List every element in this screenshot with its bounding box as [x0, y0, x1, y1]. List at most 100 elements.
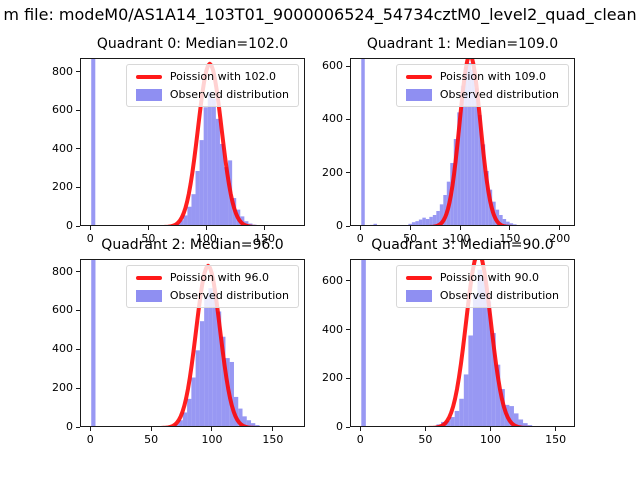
quadrant-2-yticklabel-400: 400 — [52, 342, 73, 356]
quadrant-3-hist-bar — [463, 374, 469, 426]
quadrant-0-hist-bar — [195, 171, 200, 225]
quadrant-3-legend-label-hist: Observed distribution — [439, 289, 559, 302]
quadrant-0-plot-area — [91, 59, 296, 226]
quadrant-0-hist-bar — [203, 107, 208, 225]
quadrant-0-yticklabel-600: 600 — [52, 103, 73, 117]
quadrant-2-ytick-400 — [76, 348, 80, 350]
quadrant-3-xtick-150 — [555, 427, 557, 431]
quadrant-0-legend-patch-swatch — [135, 88, 162, 101]
quadrant-1-xticklabel-100: 100 — [449, 232, 471, 245]
quadrant-3-hist-bar — [472, 294, 478, 426]
quadrant-1-yticklabel-600: 600 — [322, 59, 343, 72]
quadrant-3-yticklabel-400: 400 — [322, 322, 343, 336]
quadrant-3-legend-line-swatch — [405, 275, 432, 280]
quadrant-1-xtick-100 — [459, 226, 461, 230]
quadrant-2-ytick-200 — [76, 387, 80, 389]
quadrant-0-legend-row-hist: Observed distribution — [135, 88, 289, 101]
quadrant-3-hist-bar — [532, 426, 537, 427]
quadrant-1-xticklabel-0: 0 — [356, 232, 364, 245]
quadrant-1-ytick-0 — [346, 225, 350, 227]
quadrant-2-hist-bar — [191, 377, 196, 426]
quadrant-1-hist-bar — [471, 69, 475, 225]
quadrant-0-hist-bar — [257, 225, 261, 226]
quadrant-3-legend-label-curve: Poission with 90.0 — [439, 271, 539, 284]
quadrant-2-hist-bar — [212, 293, 217, 426]
quadrant-0-legend-row-curve: Poission with 102.0 — [135, 70, 289, 83]
quadrant-0-hist-bar — [179, 220, 184, 225]
quadrant-3-poisson-curve — [361, 260, 565, 426]
quadrant-1-hist-bar — [422, 217, 426, 225]
quadrant-0-yticklabel-800: 800 — [52, 64, 73, 78]
quadrant-3-hist-bar — [509, 406, 514, 426]
quadrant-0-xtick-150 — [264, 226, 266, 230]
quadrant-0-axes: Poission with 102.0 Observed distribution — [80, 58, 305, 226]
quadrant-2-legend-row-hist: Observed distribution — [135, 289, 289, 302]
quadrant-3-hist-bar — [432, 426, 437, 427]
quadrant-1-hist-bar — [506, 221, 510, 225]
quadrant-3-hist-bar — [454, 410, 460, 426]
quadrant-0-hist-bar — [211, 98, 216, 225]
quadrant-1-legend-patch-swatch — [405, 88, 432, 101]
quadrant-1-hist-bar — [377, 225, 380, 226]
quadrant-0-ytick-800 — [76, 71, 80, 73]
quadrant-2-zero-spike-bar — [91, 260, 96, 426]
quadrant-1-hist-bar — [481, 144, 486, 225]
quadrant-0-xticklabel-100: 100 — [195, 232, 217, 245]
quadrant-2-hist-bar — [251, 423, 256, 426]
quadrant-1-hist-bar — [485, 171, 489, 225]
quadrant-0-poisson-curve — [91, 61, 296, 225]
quadrant-1-legend-label-hist: Observed distribution — [439, 88, 559, 101]
quadrant-1-hist-bar — [464, 67, 468, 225]
quadrant-0-ytick-600 — [76, 109, 80, 111]
quadrant-2-xticklabel-0: 0 — [86, 433, 94, 446]
quadrant-1-hist-bar — [509, 223, 514, 225]
quadrant-3-xtick-50 — [424, 427, 426, 431]
quadrant-3-hist-bar — [491, 333, 496, 426]
quadrant-3-hist-bar — [477, 269, 483, 426]
quadrant-2-ytick-800 — [76, 271, 80, 273]
quadrant-0-hist-bar — [248, 223, 253, 225]
quadrant-1-xticklabel-150: 150 — [499, 232, 521, 245]
quadrant-1-hist-bar — [495, 209, 500, 225]
quadrant-2-legend-patch-swatch — [135, 289, 162, 302]
quadrant-0-hist-bar — [252, 224, 257, 225]
quadrant-2-hist-bar — [255, 425, 260, 426]
quadrant-1-hist-bar — [517, 225, 520, 226]
quadrant-2-yticklabel-600: 600 — [52, 303, 73, 317]
quadrant-0-legend: Poission with 102.0 Observed distribution — [125, 64, 299, 107]
quadrant-1-hist-bar — [467, 63, 472, 225]
quadrant-3-legend-row-hist: Observed distribution — [405, 289, 559, 302]
quadrant-2-ytick-0 — [76, 426, 80, 428]
quadrant-2-hist-bar — [208, 288, 213, 426]
quadrant-1-hist-bar — [474, 88, 479, 225]
quadrant-2-legend-row-curve: Poission with 96.0 — [135, 271, 289, 284]
quadrant-2-hist-bar — [187, 398, 192, 426]
quadrant-2-yticklabel-0: 0 — [66, 420, 73, 433]
quadrant-1-xticklabel-200: 200 — [549, 232, 571, 245]
quadrant-2-xticklabel-150: 150 — [262, 433, 284, 446]
quadrant-3-hist-bar — [450, 417, 455, 426]
quadrant-1-axes: Poission with 109.0 Observed distribution — [350, 58, 575, 226]
quadrant-0-hist-bar — [207, 91, 212, 225]
quadrant-1-hist-bar — [418, 219, 423, 225]
quadrant-2-legend: Poission with 96.0 Observed distribution — [125, 265, 299, 308]
quadrant-0-zero-spike-bar — [91, 59, 96, 225]
quadrant-1-title: Quadrant 1: Median=109.0 — [366, 36, 559, 52]
quadrant-1-xticklabel-50: 50 — [403, 232, 418, 245]
quadrant-1-legend-row-curve: Poission with 109.0 — [405, 70, 559, 83]
quadrant-0-ytick-400 — [76, 148, 80, 150]
quadrant-2-plot-area — [91, 260, 296, 426]
quadrant-1-hist-bar — [429, 216, 433, 225]
quadrant-1-xtick-50 — [409, 226, 411, 230]
quadrant-1-hist-bar — [436, 211, 440, 225]
quadrant-3-legend: Poission with 90.0 Observed distribution — [395, 265, 569, 308]
quadrant-2-legend-label-curve: Poission with 96.0 — [169, 271, 269, 284]
quadrant-3-title: Quadrant 3: Median=90.0 — [371, 237, 554, 253]
quadrant-1-yticklabel-0: 0 — [336, 219, 343, 232]
quadrant-0-hist-bar — [219, 143, 225, 225]
quadrant-2-hist-bar — [238, 408, 243, 426]
quadrant-3-hist-bar — [482, 277, 487, 426]
quadrant-0-ytick-0 — [76, 225, 80, 227]
quadrant-1-zero-spike-bar — [361, 59, 365, 225]
quadrant-3-plot-area — [361, 260, 565, 427]
